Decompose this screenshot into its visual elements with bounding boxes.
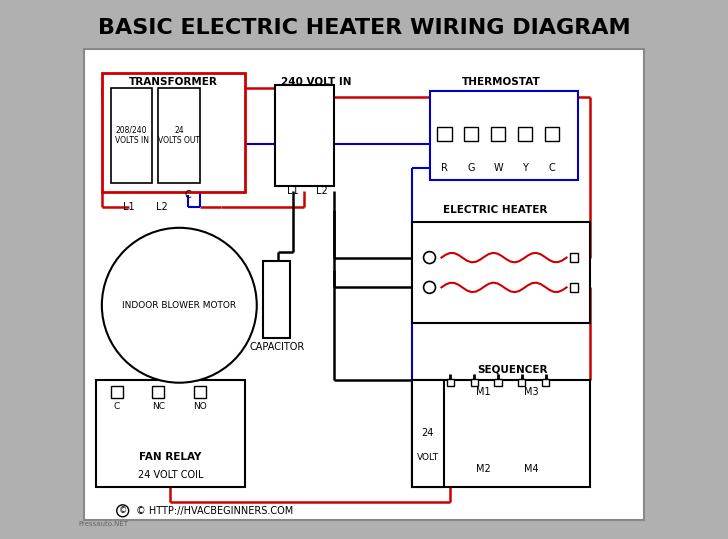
- Text: TRANSFORMER: TRANSFORMER: [129, 77, 218, 87]
- Circle shape: [116, 505, 129, 517]
- Text: R: R: [441, 163, 448, 173]
- Text: BASIC ELECTRIC HEATER WIRING DIAGRAM: BASIC ELECTRIC HEATER WIRING DIAGRAM: [98, 18, 630, 38]
- Circle shape: [424, 281, 435, 293]
- Bar: [470, 378, 478, 386]
- Bar: [411, 379, 444, 487]
- Bar: [263, 260, 290, 338]
- Bar: [494, 378, 502, 386]
- Bar: [518, 127, 532, 141]
- Bar: [159, 88, 200, 183]
- Text: L2: L2: [156, 202, 167, 212]
- Text: M2: M2: [476, 464, 491, 474]
- Text: 240 VOLT IN: 240 VOLT IN: [281, 77, 352, 87]
- Text: 24
VOLTS OUT: 24 VOLTS OUT: [158, 126, 200, 145]
- Text: M4: M4: [523, 464, 538, 474]
- Circle shape: [424, 252, 435, 264]
- Bar: [430, 91, 579, 180]
- Text: C: C: [548, 163, 555, 173]
- Text: L1: L1: [123, 202, 135, 212]
- Bar: [411, 222, 590, 323]
- Bar: [194, 386, 206, 398]
- Text: M3: M3: [523, 386, 538, 397]
- Text: FAN RELAY: FAN RELAY: [139, 452, 202, 462]
- Text: 208/240
VOLTS IN: 208/240 VOLTS IN: [114, 126, 149, 145]
- Text: L1: L1: [287, 186, 298, 196]
- Bar: [438, 127, 451, 141]
- Text: L2: L2: [317, 186, 328, 196]
- FancyBboxPatch shape: [84, 49, 644, 520]
- Text: C: C: [185, 190, 191, 200]
- Text: C: C: [114, 402, 120, 411]
- Text: Y: Y: [522, 163, 528, 173]
- Bar: [569, 253, 579, 262]
- Bar: [569, 283, 579, 292]
- Text: ELECTRIC HEATER: ELECTRIC HEATER: [443, 205, 547, 215]
- Text: W: W: [494, 163, 503, 173]
- Bar: [96, 379, 245, 487]
- Text: INDOOR BLOWER MOTOR: INDOOR BLOWER MOTOR: [122, 301, 237, 310]
- Bar: [111, 386, 123, 398]
- Bar: [411, 379, 590, 487]
- Bar: [491, 127, 505, 141]
- Bar: [447, 378, 454, 386]
- Text: SEQUENCER: SEQUENCER: [478, 364, 548, 375]
- Text: ©: ©: [119, 506, 127, 515]
- Text: VOLT: VOLT: [416, 453, 439, 462]
- Text: NC: NC: [152, 402, 165, 411]
- Text: M1: M1: [476, 386, 491, 397]
- Text: Pressauto.NET: Pressauto.NET: [78, 521, 128, 527]
- Bar: [464, 127, 478, 141]
- Bar: [274, 85, 334, 186]
- Bar: [152, 386, 165, 398]
- Text: CAPACITOR: CAPACITOR: [250, 342, 305, 352]
- Bar: [111, 88, 152, 183]
- Text: 24 VOLT COIL: 24 VOLT COIL: [138, 470, 203, 480]
- Bar: [518, 378, 526, 386]
- Circle shape: [102, 228, 257, 383]
- Text: NO: NO: [193, 402, 207, 411]
- Text: © HTTP://HVACBEGINNERS.COM: © HTTP://HVACBEGINNERS.COM: [136, 506, 293, 516]
- Bar: [542, 378, 550, 386]
- Text: THERMOSTAT: THERMOSTAT: [462, 77, 540, 87]
- Bar: [545, 127, 559, 141]
- Bar: [102, 73, 245, 192]
- Text: 24: 24: [422, 429, 434, 438]
- Text: G: G: [467, 163, 475, 173]
